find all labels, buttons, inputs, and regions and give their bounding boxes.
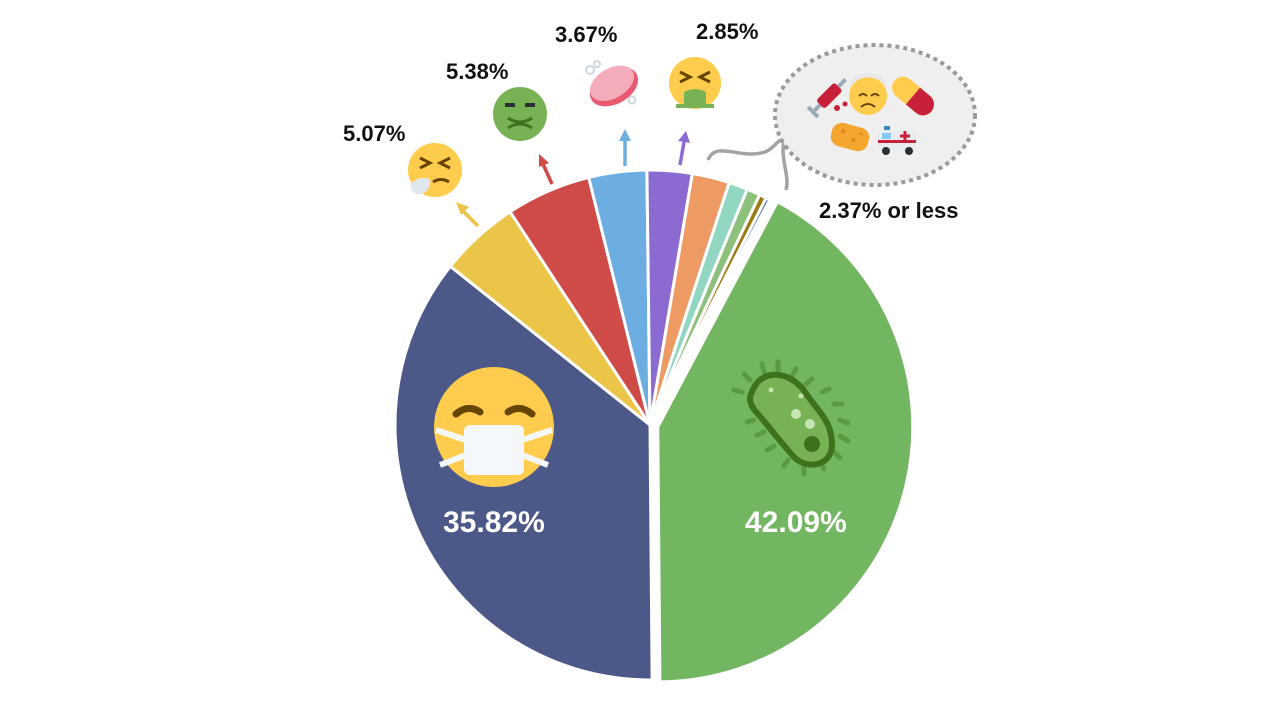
arrow-soap bbox=[619, 129, 631, 166]
arrow-nauseated bbox=[539, 154, 554, 185]
microbe-icon bbox=[731, 359, 851, 477]
label-soap: 3.67% bbox=[555, 22, 618, 47]
soap-bubble bbox=[627, 95, 637, 105]
pie-slices bbox=[393, 168, 915, 684]
soap-icon bbox=[589, 65, 639, 107]
other-group-bubble bbox=[773, 43, 977, 187]
ambulance-icon bbox=[878, 126, 916, 155]
label-microbe: 42.09% bbox=[745, 506, 847, 539]
blood-drop bbox=[842, 101, 848, 107]
soap-bubble bbox=[593, 60, 601, 68]
syringe-icon bbox=[806, 78, 847, 119]
pie-slice-other-5 bbox=[648, 195, 772, 426]
brace-connector bbox=[706, 138, 789, 191]
label-vomiting: 2.85% bbox=[696, 19, 759, 44]
label-mask: 35.82% bbox=[443, 506, 545, 539]
label-nauseated: 5.38% bbox=[446, 59, 509, 84]
arrow-sneezing bbox=[456, 202, 480, 228]
sponge-icon bbox=[830, 122, 870, 152]
soap-bubble bbox=[585, 65, 595, 75]
blood-drop bbox=[834, 105, 840, 111]
nauseated-face-icon bbox=[493, 87, 547, 141]
label-sneezing: 5.07% bbox=[343, 121, 406, 146]
pill-icon bbox=[892, 76, 934, 116]
sneezing-face-icon bbox=[408, 143, 462, 197]
face-with-head-bandage-icon bbox=[849, 73, 887, 115]
arrow-vomiting bbox=[678, 131, 690, 166]
face-vomiting-icon bbox=[669, 57, 721, 109]
face-with-medical-mask-icon bbox=[434, 367, 554, 487]
leader-arrows bbox=[456, 129, 690, 228]
label-other-group: 2.37% or less bbox=[819, 198, 959, 223]
